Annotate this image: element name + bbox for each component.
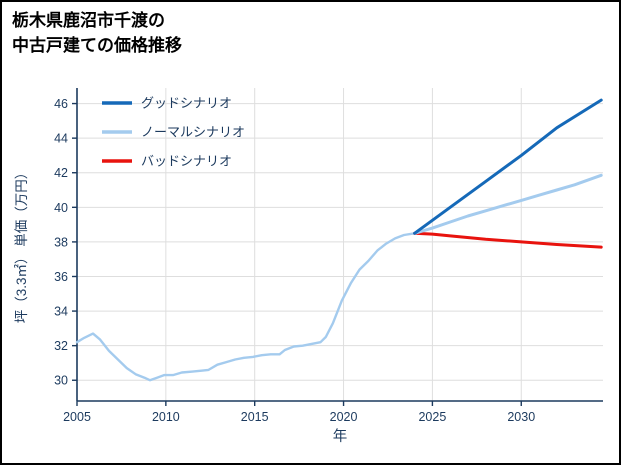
y-tick-label: 32 [54, 339, 68, 353]
x-tick-label: 2020 [330, 410, 358, 424]
series-bad [413, 231, 603, 249]
y-tick-label: 42 [54, 166, 68, 180]
x-tick-label: 2025 [418, 410, 446, 424]
chart-title: 栃木県鹿沼市千渡の 中古戸建ての価格推移 [12, 9, 182, 58]
y-tick-label: 44 [54, 132, 68, 146]
series-normal [413, 173, 603, 235]
x-tick-label: 2010 [152, 410, 180, 424]
y-tick-label: 30 [54, 374, 68, 388]
chart-title-line2: 中古戸建ての価格推移 [12, 35, 182, 55]
x-axis-title: 年 [333, 428, 348, 445]
series-lines [75, 98, 603, 382]
y-tick-label: 36 [54, 270, 68, 284]
x-axis-ticks: 2005 2010 2015 2020 2025 2030 [63, 401, 535, 424]
gridlines [76, 88, 603, 401]
legend-label-good: グッドシナリオ [141, 96, 232, 111]
x-tick-label: 2030 [507, 410, 535, 424]
x-tick-label: 2005 [63, 410, 91, 424]
x-tick-label: 2015 [241, 410, 269, 424]
legend-label-normal: ノーマルシナリオ [141, 125, 245, 140]
y-axis-ticks: 30 32 34 36 38 40 42 44 46 [54, 97, 77, 388]
y-tick-label: 40 [54, 201, 68, 215]
y-tick-label: 38 [54, 235, 68, 249]
y-tick-label: 46 [54, 97, 68, 111]
legend-label-bad: バッドシナリオ [141, 154, 232, 169]
y-axis-title: 坪（3.3㎡） 単価（万円） [14, 166, 29, 324]
chart-title-line1: 栃木県鹿沼市千渡の [12, 11, 165, 30]
series-good [413, 98, 603, 235]
y-tick-label: 34 [54, 305, 68, 319]
series-history [75, 232, 416, 382]
